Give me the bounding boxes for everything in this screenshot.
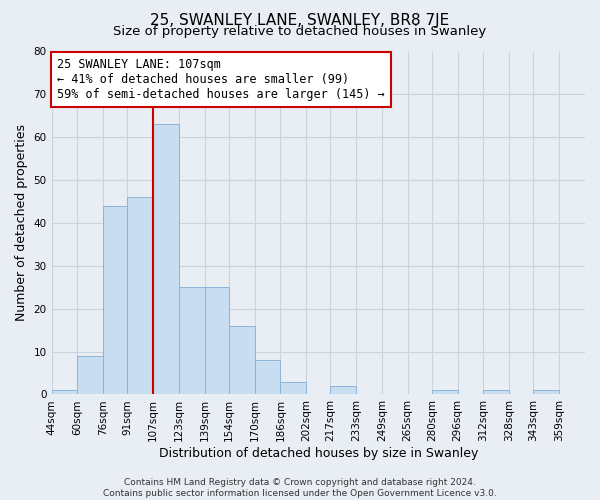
Bar: [280, 382, 306, 394]
Bar: [229, 326, 254, 394]
Bar: [179, 288, 205, 395]
Bar: [533, 390, 559, 394]
X-axis label: Distribution of detached houses by size in Swanley: Distribution of detached houses by size …: [158, 447, 478, 460]
Bar: [103, 206, 127, 394]
Bar: [331, 386, 356, 394]
Bar: [484, 390, 509, 394]
Bar: [432, 390, 458, 394]
Bar: [52, 390, 77, 394]
Text: 25 SWANLEY LANE: 107sqm
← 41% of detached houses are smaller (99)
59% of semi-de: 25 SWANLEY LANE: 107sqm ← 41% of detache…: [57, 58, 385, 102]
Bar: [77, 356, 103, 395]
Bar: [153, 124, 179, 394]
Y-axis label: Number of detached properties: Number of detached properties: [15, 124, 28, 322]
Text: 25, SWANLEY LANE, SWANLEY, BR8 7JE: 25, SWANLEY LANE, SWANLEY, BR8 7JE: [151, 12, 449, 28]
Bar: [205, 288, 229, 395]
Text: Contains HM Land Registry data © Crown copyright and database right 2024.
Contai: Contains HM Land Registry data © Crown c…: [103, 478, 497, 498]
Bar: [254, 360, 280, 394]
Text: Size of property relative to detached houses in Swanley: Size of property relative to detached ho…: [113, 25, 487, 38]
Bar: [127, 198, 153, 394]
